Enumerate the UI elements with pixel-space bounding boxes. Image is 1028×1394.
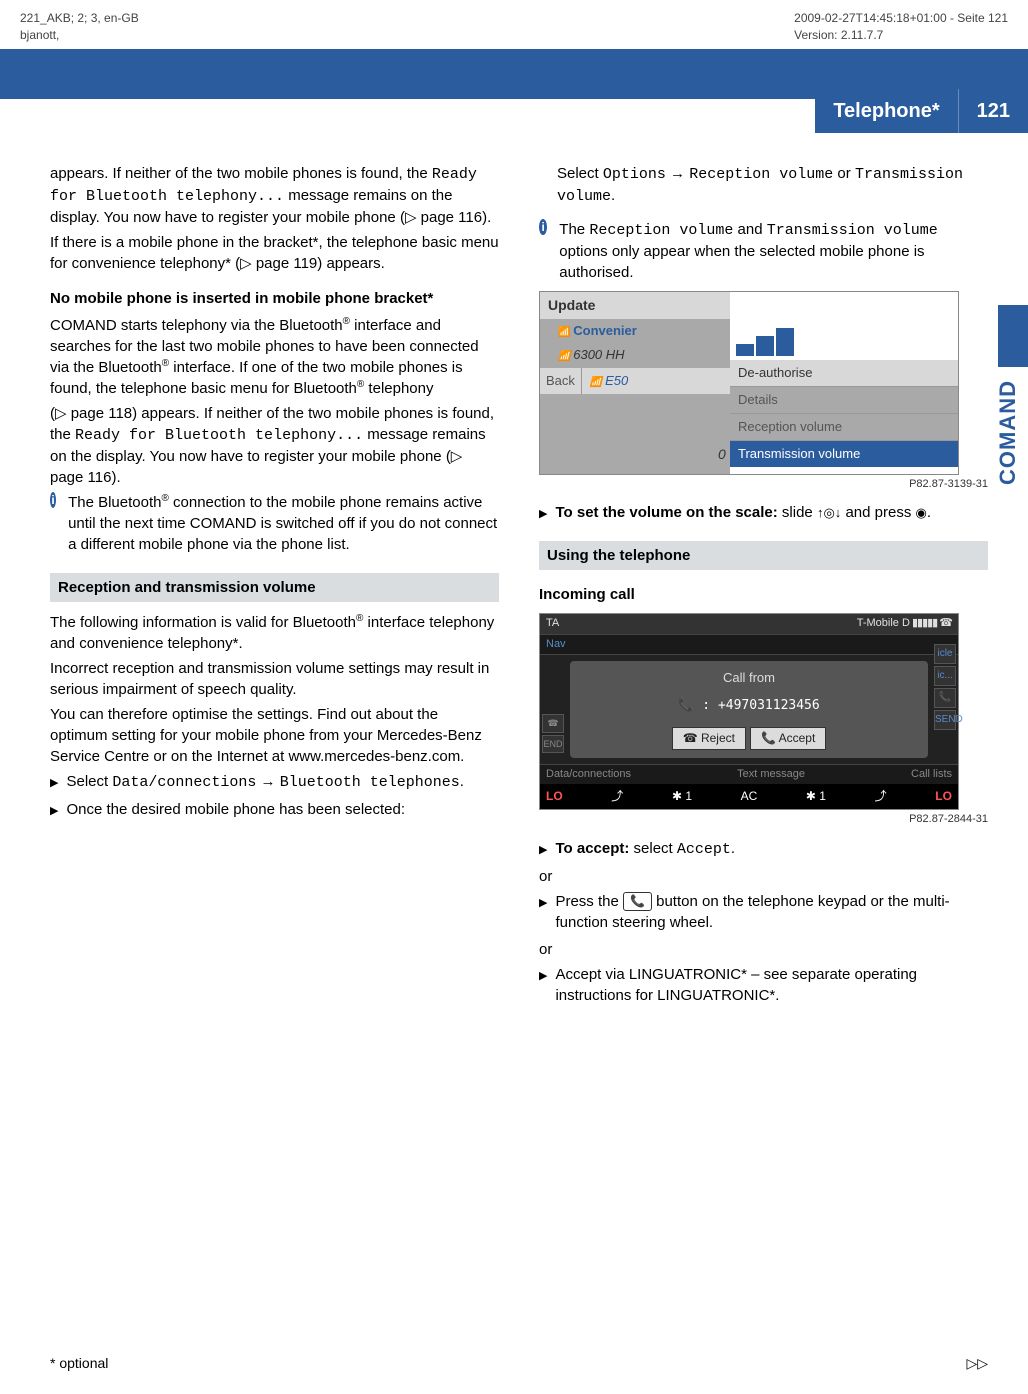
shot2-lo-left: LO [546, 788, 563, 805]
page-number: 121 [958, 89, 1028, 133]
title-box: Telephone* 121 [815, 89, 1028, 133]
side-tab-bar [998, 305, 1028, 367]
meta-right2: Version: 2.11.7.7 [794, 27, 1008, 44]
or-2: or [539, 939, 988, 960]
shot1-deauthorise: De-authorise [730, 360, 958, 386]
shot2-right-icons: icle ic... 📞 SEND [934, 644, 956, 732]
para-incorrect: Incorrect reception and transmission vol… [50, 658, 499, 700]
shot1-details: Details [730, 386, 958, 413]
triangle-icon [539, 964, 547, 1006]
shot2-caption: P82.87-2844-31 [539, 812, 988, 827]
shot2-data: Data/connections [546, 767, 631, 782]
info-icon: i [539, 219, 547, 235]
shot1-convenier: Convenier [540, 319, 730, 343]
shot2-nav: Nav [546, 637, 566, 652]
heading-no-mobile: No mobile phone is inserted in mobile ph… [50, 288, 499, 309]
section-reception-transmission: Reception and transmission volume [50, 573, 499, 602]
header-meta: 221_AKB; 2; 3, en-GB bjanott, 2009-02-27… [0, 0, 1028, 49]
page-title: Telephone* [815, 89, 957, 133]
shot1-reception-volume: Reception volume [730, 413, 958, 440]
step-set-volume: To set the volume on the scale: slide ↑◎… [539, 502, 988, 523]
shot2-ta: TA [546, 616, 559, 631]
info-reception-volume: i The Reception volume and Transmission … [539, 219, 988, 283]
shot2-callfrom: Call from [578, 669, 920, 687]
shot2-calllists: Call lists [911, 767, 952, 782]
shot1-update: Update [540, 292, 730, 320]
shot1-back: Back [540, 368, 582, 394]
meta-left2: bjanott, [20, 27, 139, 44]
press-symbol: ◉ [916, 505, 927, 520]
shot1-greyblock [540, 394, 730, 474]
para-page118: (▷ page 118) appears. If neither of the … [50, 403, 499, 488]
shot2-number: +497031123456 [578, 697, 920, 715]
shot2-left-icons: ☎ END [542, 714, 564, 755]
heading-incoming-call: Incoming call [539, 584, 988, 605]
para-bracket: If there is a mobile phone in the bracke… [50, 232, 499, 274]
info-bluetooth-connection: i The Bluetooth® connection to the mobil… [50, 492, 499, 555]
shot2-lo-right: LO [935, 788, 952, 805]
triangle-icon [539, 838, 547, 860]
para-select-options: Select Options → Reception volume or Tra… [557, 163, 988, 207]
shot2-textmsg: Text message [737, 767, 805, 782]
step-select-data: Select Data/connections → Bluetooth tele… [50, 771, 499, 793]
side-tab-comand: COMAND [989, 370, 1028, 495]
shot2-accept-button: 📞 Accept [750, 727, 826, 750]
shot2-reject-button: ☎ Reject [672, 727, 746, 750]
shot1-caption: P82.87-3139-31 [539, 477, 988, 492]
shot2-fan2: ⤴ [875, 788, 887, 805]
triangle-icon [50, 799, 58, 820]
step-linguatronic: Accept via LINGUATRONIC* – see separate … [539, 964, 988, 1006]
shot1-volume-bars [730, 292, 958, 360]
triangle-icon [539, 502, 547, 523]
info-icon: i [50, 492, 56, 508]
shot1-6300hh: 6300 HH [540, 343, 730, 367]
meta-right1: 2009-02-27T14:45:18+01:00 - Seite 121 [794, 10, 1008, 27]
triangle-icon [50, 771, 58, 793]
or-1: or [539, 866, 988, 887]
para-comand-starts: COMAND starts telephony via the Bluetoot… [50, 315, 499, 399]
step-press-button: Press the 📞 button on the telephone keyp… [539, 891, 988, 933]
footer: * optional ▷▷ [50, 1354, 988, 1374]
shot2-ac: AC [741, 788, 758, 805]
footer-optional: * optional [50, 1354, 108, 1374]
shot2-carrier: T-Mobile D [857, 616, 952, 631]
slide-symbol: ↑◎↓ [817, 505, 841, 520]
step-to-accept: To accept: select Accept. [539, 838, 988, 860]
left-column: appears. If neither of the two mobile ph… [50, 163, 499, 1012]
screenshot-incoming-call: TA T-Mobile D Nav icle ic... 📞 SEND ☎ EN… [539, 613, 959, 810]
right-column: Select Options → Reception volume or Tra… [539, 163, 988, 1012]
phone-key-icon: 📞 [623, 892, 652, 911]
shot1-transmission-volume: Transmission volume [730, 440, 958, 467]
section-using-telephone: Using the telephone [539, 541, 988, 570]
shot1-e50: E50 [582, 368, 636, 394]
triangle-icon [539, 891, 547, 933]
shot2-fan1: ⤴ [611, 788, 623, 805]
shot2-x1b: ✱ 1 [806, 788, 826, 805]
screenshot-update-menu: Update Convenier 6300 HH Back E50 [539, 291, 959, 475]
para-appears: appears. If neither of the two mobile ph… [50, 163, 499, 228]
shot2-x1a: ✱ 1 [672, 788, 692, 805]
meta-left1: 221_AKB; 2; 3, en-GB [20, 10, 139, 27]
footer-continue: ▷▷ [966, 1354, 988, 1374]
para-following-info: The following information is valid for B… [50, 612, 499, 654]
step-once-selected: Once the desired mobile phone has been s… [50, 799, 499, 820]
para-optimise: You can therefore optimise the settings.… [50, 704, 499, 767]
